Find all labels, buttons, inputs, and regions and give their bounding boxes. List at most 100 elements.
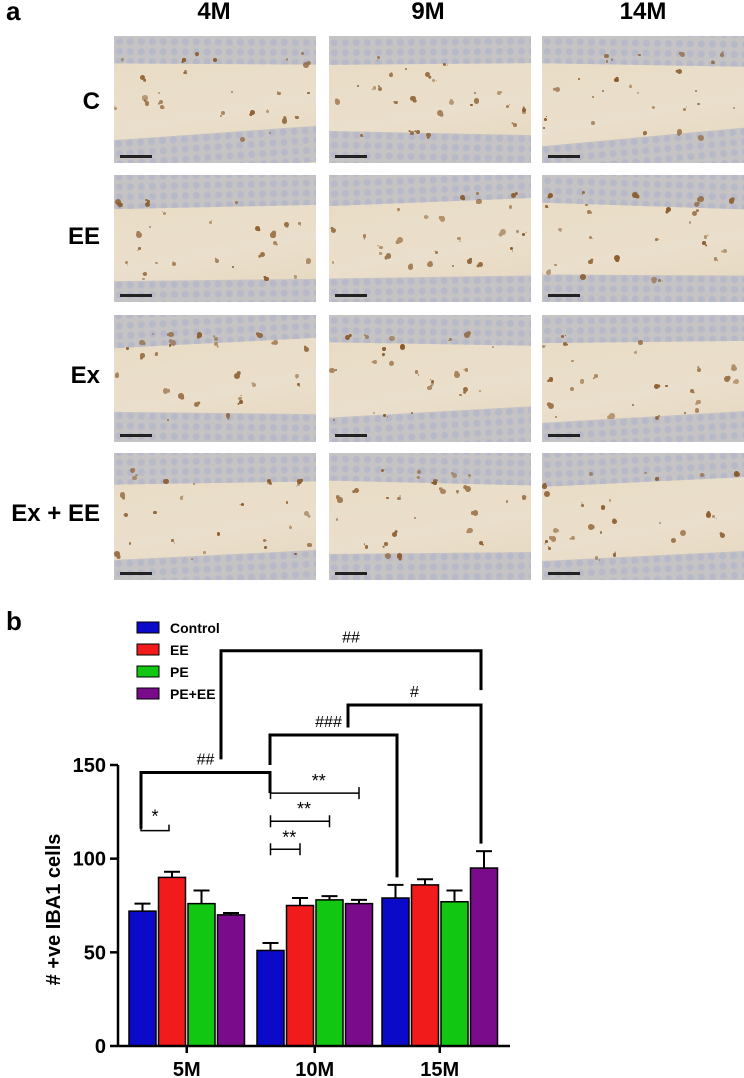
bar-control-5m xyxy=(128,910,157,1047)
stained-cell xyxy=(629,85,632,88)
stained-cell xyxy=(294,373,300,379)
stained-cell xyxy=(638,53,641,56)
tissue-band xyxy=(114,453,316,485)
stained-cell xyxy=(522,108,527,113)
stained-cell xyxy=(289,526,293,530)
stained-cell xyxy=(163,478,169,485)
stained-cell xyxy=(114,373,120,378)
legend-label-pe-ee: PE+EE xyxy=(170,686,216,702)
stained-cell xyxy=(542,344,546,348)
stained-cell xyxy=(305,258,312,264)
micrograph-ee-9m xyxy=(329,175,531,302)
stained-cell xyxy=(384,542,388,546)
stained-cell xyxy=(383,414,386,417)
stained-cell xyxy=(465,485,472,492)
stained-cell xyxy=(548,546,551,550)
stained-cell xyxy=(194,51,199,56)
bar-ee-15m xyxy=(410,884,440,1047)
stained-cell xyxy=(285,58,289,61)
y-tick-label: 50 xyxy=(84,942,106,964)
stained-cell xyxy=(695,89,698,92)
stained-cell xyxy=(460,195,466,201)
stained-cell xyxy=(430,382,435,386)
stained-cell xyxy=(272,240,278,245)
stained-cell xyxy=(577,77,580,80)
stained-cell xyxy=(691,210,697,217)
legend-swatch-pe xyxy=(136,665,160,678)
stained-cell xyxy=(394,101,398,105)
stained-cell xyxy=(654,384,659,389)
scale-bar xyxy=(120,294,152,297)
stained-cell xyxy=(159,100,164,105)
y-tick-label: 150 xyxy=(73,755,106,777)
stained-cell xyxy=(546,269,551,275)
stained-cell xyxy=(268,482,272,486)
stained-cell xyxy=(561,335,565,339)
stained-cell xyxy=(570,535,575,540)
stained-cell xyxy=(196,332,203,338)
stained-cell xyxy=(307,92,310,95)
y-tick-label: 0 xyxy=(95,1036,106,1058)
stained-cell xyxy=(424,215,429,220)
stained-cell xyxy=(214,258,219,263)
stained-cell xyxy=(270,232,276,238)
stained-cell xyxy=(467,527,473,534)
stained-cell xyxy=(478,540,483,546)
stained-cell xyxy=(683,411,687,415)
stained-cell xyxy=(139,339,145,346)
stained-cell xyxy=(171,539,174,542)
stained-cell xyxy=(599,531,603,534)
bar-pe-15m xyxy=(440,901,469,1047)
stained-cell xyxy=(136,232,143,239)
legend-swatch-ee xyxy=(136,643,160,656)
stained-cell xyxy=(296,383,300,386)
x-tick-label: 15M xyxy=(420,1059,459,1078)
stained-cell xyxy=(657,279,661,283)
legend-label-pe: PE xyxy=(170,664,189,680)
stained-cell xyxy=(451,264,454,268)
stained-cell xyxy=(592,95,595,98)
stained-cell xyxy=(372,86,377,90)
stained-cell xyxy=(389,72,394,77)
stained-cell xyxy=(712,514,716,518)
stained-cell xyxy=(415,130,420,135)
stained-cell xyxy=(677,69,683,75)
stained-cell xyxy=(723,249,727,254)
stained-cell xyxy=(356,85,359,88)
stained-cell xyxy=(264,277,269,282)
stained-cell xyxy=(608,499,612,502)
stained-cell xyxy=(613,254,620,261)
annotation-double-star: ** xyxy=(282,827,296,847)
stained-cell xyxy=(586,210,591,215)
bracket-single-hash xyxy=(346,703,483,844)
stained-cell xyxy=(448,337,453,342)
scale-bar xyxy=(335,294,367,297)
legend-swatch-control xyxy=(136,621,160,634)
stained-cell xyxy=(582,190,586,194)
stained-cell xyxy=(410,95,416,102)
stained-cell xyxy=(701,241,706,246)
stained-cell xyxy=(427,261,433,268)
stained-cell xyxy=(642,131,647,135)
stained-cell xyxy=(171,261,177,267)
stained-cell xyxy=(286,501,289,504)
stained-cell xyxy=(542,484,547,489)
stained-cell xyxy=(277,91,282,96)
stained-cell xyxy=(456,236,461,241)
stained-cell xyxy=(293,275,298,279)
tissue-band xyxy=(542,315,744,343)
stained-cell xyxy=(588,523,594,530)
stained-cell xyxy=(123,512,129,518)
stained-cell xyxy=(166,418,170,422)
stained-cell xyxy=(448,99,455,105)
stained-cell xyxy=(433,479,438,484)
tissue-band xyxy=(114,411,316,442)
tissue-band xyxy=(542,274,744,302)
stained-cell xyxy=(638,340,643,345)
legend-label-ee: EE xyxy=(170,642,189,658)
scale-bar xyxy=(120,434,152,437)
stained-cell xyxy=(516,229,520,233)
scale-bar xyxy=(548,434,580,437)
tissue-band xyxy=(542,453,744,488)
